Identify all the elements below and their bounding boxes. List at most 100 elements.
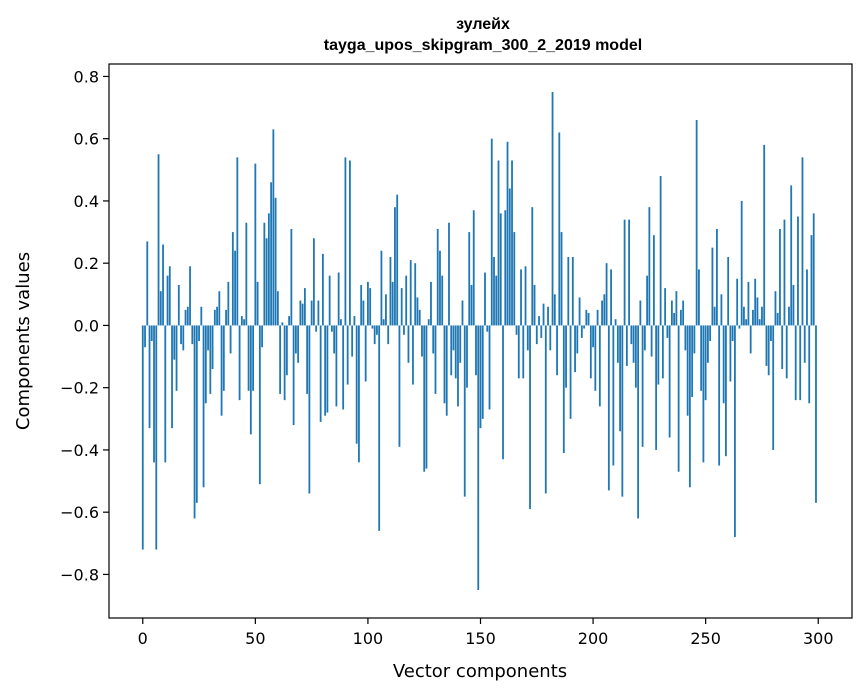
bar-183 xyxy=(553,294,556,326)
bar-157 xyxy=(495,275,498,326)
bar-229 xyxy=(657,325,660,385)
bar-75 xyxy=(310,300,313,326)
bar-149 xyxy=(477,325,480,590)
bar-116 xyxy=(403,325,405,335)
bar-268 xyxy=(745,319,748,326)
bar-86 xyxy=(335,325,338,407)
bar-223 xyxy=(643,325,646,351)
bar-85 xyxy=(333,325,336,354)
bar-248 xyxy=(700,325,703,391)
bar-46 xyxy=(245,222,248,326)
bar-119 xyxy=(409,260,412,326)
x-tick-label: 100 xyxy=(353,629,384,648)
bar-296 xyxy=(808,325,811,404)
bar-219 xyxy=(634,325,637,388)
bar-289 xyxy=(792,284,795,326)
x-tick-label: 50 xyxy=(245,629,265,648)
bar-61 xyxy=(279,325,282,394)
bar-266 xyxy=(740,200,743,326)
bar-167 xyxy=(517,325,520,379)
bar-9 xyxy=(162,244,164,326)
bar-6 xyxy=(155,325,158,550)
bar-83 xyxy=(328,275,331,326)
bar-294 xyxy=(803,325,806,363)
bar-227 xyxy=(652,235,655,326)
bar-19 xyxy=(184,309,187,326)
bar-53 xyxy=(261,325,263,348)
bar-259 xyxy=(725,325,727,457)
y-tick-label: −0.4 xyxy=(60,441,99,460)
bar-99 xyxy=(364,325,367,382)
bar-100 xyxy=(367,281,369,326)
bar-215 xyxy=(625,325,628,366)
bar-225 xyxy=(648,207,651,326)
bar-241 xyxy=(684,325,687,351)
bar-33 xyxy=(216,306,218,326)
bar-28 xyxy=(204,325,207,404)
y-axis-label: Components values xyxy=(13,252,34,430)
bar-163 xyxy=(508,188,511,326)
bar-140 xyxy=(457,325,459,407)
bar-50 xyxy=(254,163,257,326)
bar-77 xyxy=(315,325,318,332)
bar-79 xyxy=(319,325,322,422)
bar-72 xyxy=(303,288,306,326)
bar-177 xyxy=(540,325,543,338)
bar-62 xyxy=(281,322,284,326)
bar-285 xyxy=(783,219,786,326)
bar-152 xyxy=(484,272,486,326)
bar-115 xyxy=(400,288,403,326)
bar-135 xyxy=(445,325,448,416)
bar-106 xyxy=(380,250,383,326)
bar-209 xyxy=(612,325,615,466)
bar-26 xyxy=(200,306,203,326)
bar-20 xyxy=(186,306,189,326)
bar-60 xyxy=(276,291,279,326)
bar-182 xyxy=(551,92,554,326)
bar-113 xyxy=(396,194,399,326)
bar-145 xyxy=(468,232,471,326)
bar-23 xyxy=(193,325,196,519)
bar-299 xyxy=(815,325,817,503)
bar-44 xyxy=(240,316,243,326)
bar-174 xyxy=(533,284,536,326)
bar-171 xyxy=(526,325,529,351)
bar-224 xyxy=(646,275,649,326)
bar-70 xyxy=(299,300,302,326)
bar-4 xyxy=(150,325,153,341)
bar-48 xyxy=(249,325,252,435)
bar-31 xyxy=(211,325,214,370)
bar-104 xyxy=(376,325,378,335)
bar-193 xyxy=(576,325,579,354)
bar-233 xyxy=(666,325,669,338)
bar-141 xyxy=(459,325,462,363)
bar-200 xyxy=(592,325,594,348)
bar-2 xyxy=(146,241,149,326)
bar-129 xyxy=(432,325,435,354)
bar-156 xyxy=(493,256,495,326)
bar-298 xyxy=(812,213,815,326)
bar-18 xyxy=(182,325,185,351)
bar-15 xyxy=(175,325,178,391)
bar-189 xyxy=(567,256,570,326)
bar-92 xyxy=(349,160,351,326)
bar-181 xyxy=(549,325,552,351)
bar-172 xyxy=(529,325,531,510)
bar-43 xyxy=(238,325,241,401)
bar-187 xyxy=(562,325,565,454)
bar-21 xyxy=(189,266,191,326)
bar-246 xyxy=(695,120,698,326)
x-tick-label: 150 xyxy=(465,629,496,648)
bar-196 xyxy=(583,325,585,329)
bar-260 xyxy=(727,256,730,326)
bar-131 xyxy=(436,228,439,326)
bar-102 xyxy=(371,325,374,329)
bar-256 xyxy=(718,325,721,466)
bar-45 xyxy=(243,319,245,326)
bar-98 xyxy=(362,300,365,326)
bar-269 xyxy=(747,281,750,326)
bar-272 xyxy=(754,278,757,326)
bar-230 xyxy=(659,176,662,326)
bar-234 xyxy=(668,325,671,438)
bar-239 xyxy=(679,309,682,326)
